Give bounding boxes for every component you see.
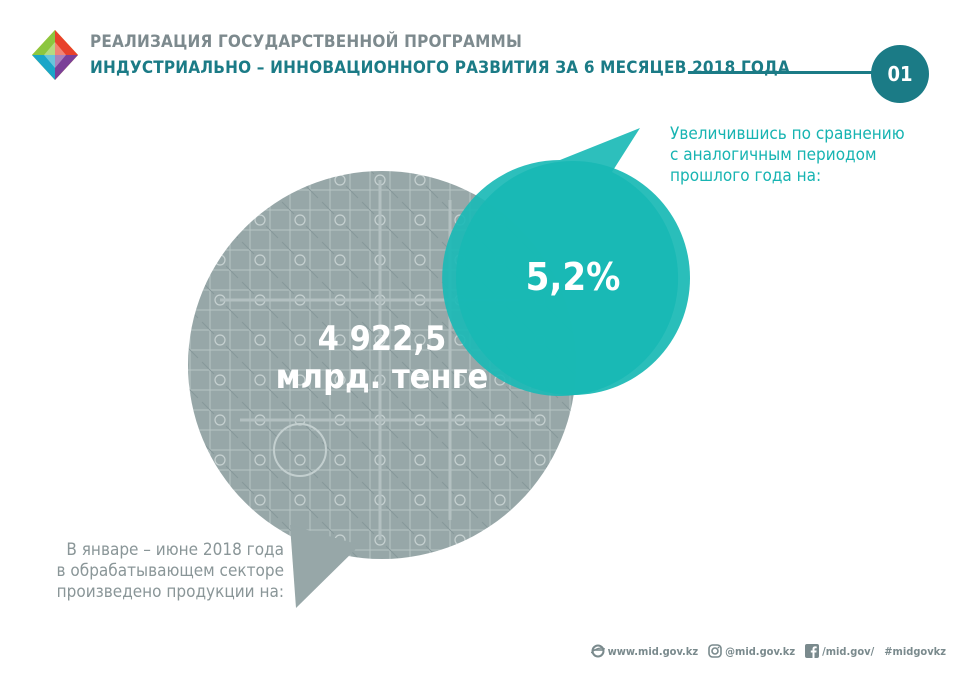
growth-note-line1: Увеличившись по сравнению [670, 124, 905, 144]
logo-icon [32, 30, 78, 80]
instagram-icon [708, 644, 722, 658]
facebook-link[interactable]: /mid.gov/ [805, 644, 874, 658]
production-note-line2: в обрабатывающем секторе [56, 561, 284, 581]
website-link[interactable]: www.mid.gov.kz [590, 644, 699, 658]
production-amount: 4 922,5 [317, 319, 447, 359]
instagram-label: @mid.gov.kz [725, 644, 796, 658]
growth-note: Увеличившись по сравнению с аналогичным … [670, 124, 940, 187]
teal-bubble [442, 128, 690, 396]
header-title-line1: РЕАЛИЗАЦИЯ ГОСУДАРСТВЕННОЙ ПРОГРАММЫ [90, 32, 522, 52]
growth-note-line2: с аналогичным периодом [670, 145, 877, 165]
production-note-line3: произведено продукции на: [56, 582, 284, 602]
growth-percent: 5,2% [525, 255, 621, 299]
page-number-badge: 01 [871, 45, 929, 103]
production-value: 4 922,5 млрд. тенге [252, 320, 512, 396]
facebook-label: /mid.gov/ [822, 644, 875, 658]
growth-note-line3: прошлого года на: [670, 166, 822, 186]
browser-icon [590, 644, 605, 658]
instagram-link[interactable]: @mid.gov.kz [708, 644, 795, 658]
production-unit: млрд. тенге [275, 357, 489, 397]
header-title-line2: ИНДУСТРИАЛЬНО – ИННОВАЦИОННОГО РАЗВИТИЯ … [90, 58, 790, 78]
hashtag-link[interactable]: #midgovkz [884, 645, 946, 658]
production-note: В январе – июне 2018 года в обрабатывающ… [20, 540, 284, 603]
facebook-icon [805, 644, 820, 658]
hashtag-label: #midgovkz [884, 644, 946, 658]
website-label: www.mid.gov.kz [607, 644, 699, 658]
production-note-line1: В январе – июне 2018 года [66, 540, 284, 560]
header-divider [688, 71, 878, 74]
footer-links: www.mid.gov.kz @mid.gov.kz /mid.gov/ #mi… [590, 644, 946, 658]
